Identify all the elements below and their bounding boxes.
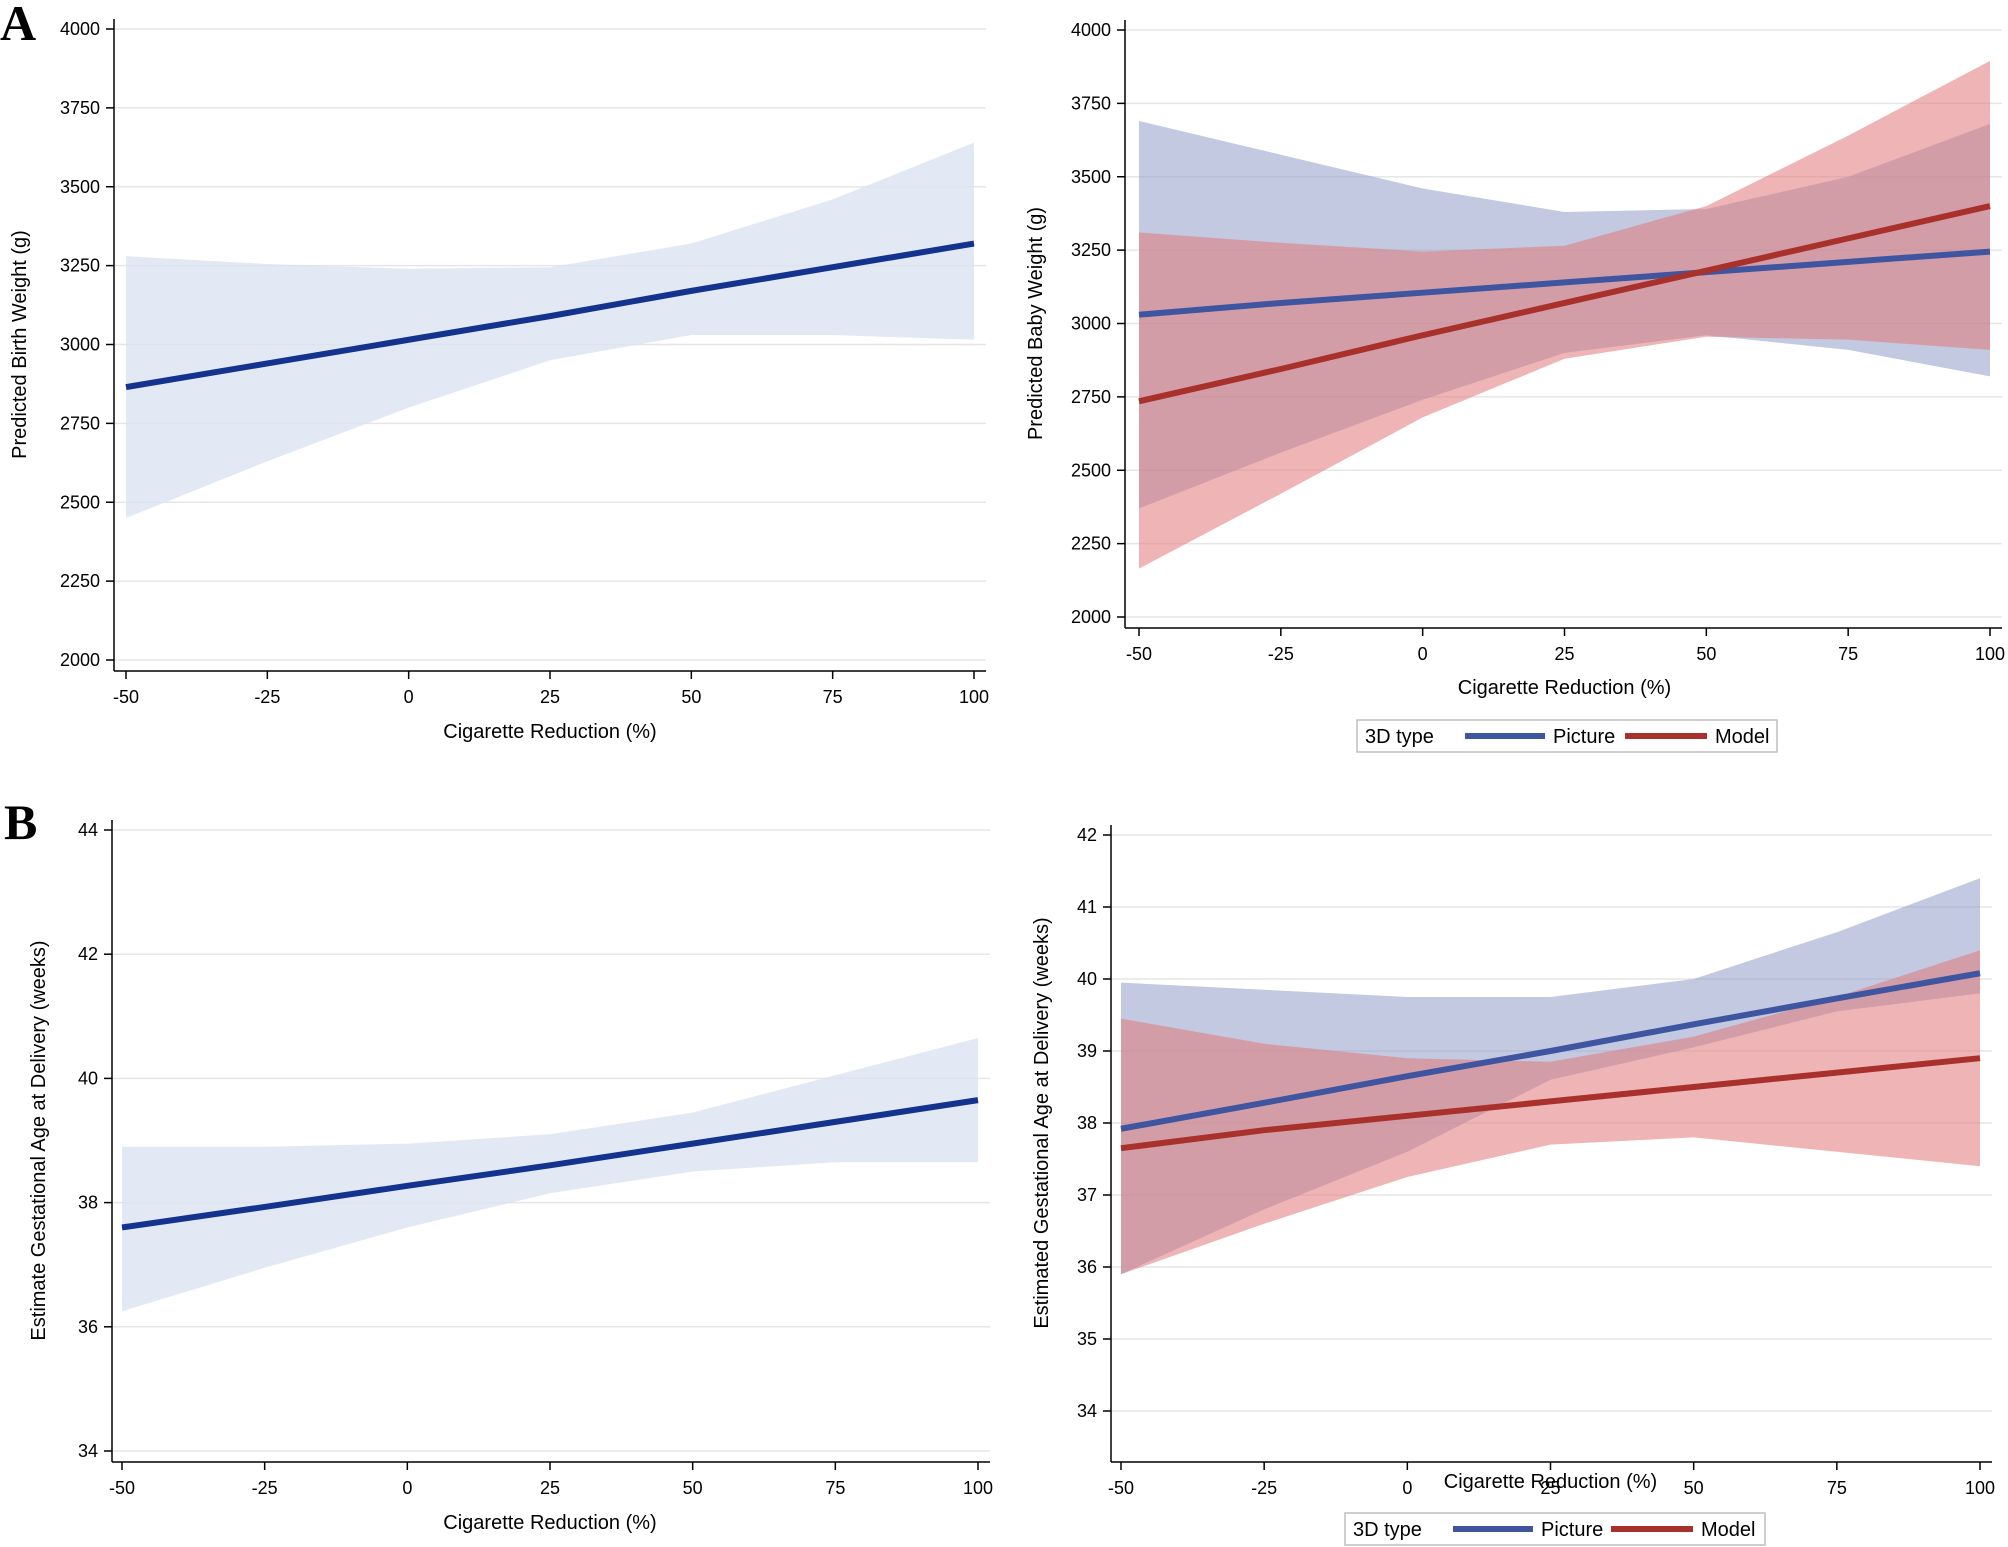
y-tick-label: 35	[1077, 1329, 1097, 1349]
y-tick-label: 40	[1077, 969, 1097, 989]
y-tick-label: 3250	[1071, 240, 1111, 260]
x-tick-label: 0	[1418, 644, 1428, 664]
x-tick-label: -50	[1126, 644, 1152, 664]
y-tick-label: 42	[1077, 825, 1097, 845]
y-tick-label: 2750	[1071, 387, 1111, 407]
legend-picture-label: Picture	[1541, 1519, 1603, 1541]
confidence-band-predicted	[126, 142, 974, 519]
y-tick-label: 3000	[1071, 314, 1111, 334]
y-tick-label: 2750	[60, 413, 100, 433]
y-axis-label: Estimate Gestational Age at Delivery (we…	[28, 940, 50, 1340]
x-tick-label: 75	[1838, 644, 1858, 664]
x-axis-label: Cigarette Reduction (%)	[443, 721, 656, 743]
x-axis-label: Cigarette Reduction (%)	[1458, 677, 1671, 699]
y-tick-label: 34	[78, 1441, 98, 1461]
series-line-picture	[1120, 970, 1981, 1132]
series-line-picture	[1138, 248, 1991, 318]
x-tick-label: 25	[540, 1478, 560, 1498]
y-axis-label: Predicted Birth Weight (g)	[9, 230, 31, 459]
x-tick-label: 0	[404, 687, 414, 707]
x-tick-label: 0	[1402, 1478, 1412, 1498]
y-tick-label: 37	[1077, 1185, 1097, 1205]
y-tick-label: 2000	[60, 650, 100, 670]
y-tick-label: 4000	[60, 19, 100, 39]
x-tick-label: 75	[823, 687, 843, 707]
y-tick-label: 41	[1077, 897, 1097, 917]
y-tick-label: 3500	[1071, 167, 1111, 187]
series-line-model	[1138, 203, 1991, 405]
x-tick-label: 100	[1965, 1478, 1995, 1498]
x-tick-label: -50	[109, 1478, 135, 1498]
series-line-model	[1120, 1055, 1981, 1152]
y-tick-label: 38	[1077, 1113, 1097, 1133]
legend-panel-b: 3D type Picture Model	[1344, 1512, 1766, 1546]
x-tick-label: 25	[1540, 1478, 1560, 1498]
y-tick-label: 39	[1077, 1041, 1097, 1061]
y-tick-label: 2500	[1071, 460, 1111, 480]
y-tick-label: 3250	[60, 256, 100, 276]
x-tick-label: 50	[1696, 644, 1716, 664]
y-tick-label: 2250	[1071, 534, 1111, 554]
y-tick-label: 36	[78, 1317, 98, 1337]
y-tick-label: 3750	[1071, 93, 1111, 113]
series-line-predicted	[125, 240, 975, 391]
x-tick-label: 50	[683, 1478, 703, 1498]
confidence-band-model	[1139, 60, 1990, 569]
chart-gestational-age: 34 36 38 40 42 44 -50 -25 0 25 50 75 100 Cigarette Re…	[28, 820, 993, 1534]
legend-model-label: Model	[1715, 726, 1769, 748]
x-tick-label: 0	[402, 1478, 412, 1498]
x-axis-label: Cigarette Reduction (%)	[1444, 1471, 1657, 1493]
legend-title: 3D type	[1365, 726, 1434, 748]
y-tick-label: 42	[78, 944, 98, 964]
x-tick-label: 75	[825, 1478, 845, 1498]
x-tick-label: 75	[1827, 1478, 1847, 1498]
x-tick-label: -50	[1108, 1478, 1134, 1498]
x-axis-label: Cigarette Reduction (%)	[443, 1512, 656, 1534]
y-tick-label: 3500	[60, 177, 100, 197]
legend-picture-label: Picture	[1553, 726, 1615, 748]
y-axis-label: Predicted Baby Weight (g)	[1025, 207, 1047, 440]
x-tick-label: -25	[254, 687, 280, 707]
y-tick-label: 36	[1077, 1257, 1097, 1277]
x-tick-label: 25	[540, 687, 560, 707]
y-tick-label: 2250	[60, 571, 100, 591]
x-tick-label: -25	[252, 1478, 278, 1498]
x-tick-label: 50	[1684, 1478, 1704, 1498]
x-tick-label: -50	[113, 687, 139, 707]
y-tick-label: 3000	[60, 335, 100, 355]
legend-title: 3D type	[1353, 1519, 1422, 1541]
x-tick-label: -25	[1268, 644, 1294, 664]
panel-letter-b: B	[4, 794, 37, 850]
confidence-band-model	[1121, 950, 1980, 1275]
y-tick-label: 44	[78, 820, 98, 840]
y-tick-label: 40	[78, 1068, 98, 1088]
chart-gestational-age-by-3d-type: 34 35 36 37 38 39 40 41 42 -50 -25 0 25 50 75 100 Cigare…	[1031, 825, 1995, 1498]
x-tick-label: 25	[1554, 644, 1574, 664]
x-tick-label: 100	[959, 687, 989, 707]
x-tick-label: 100	[963, 1478, 993, 1498]
y-tick-label: 3750	[60, 98, 100, 118]
legend-panel-a: 3D type Picture Model	[1356, 719, 1778, 753]
y-tick-label: 2500	[60, 492, 100, 512]
series-line-estimate	[121, 1097, 979, 1231]
x-tick-label: -25	[1251, 1478, 1277, 1498]
chart-baby-weight-by-3d-type: 2000 2250 2500 2750 3000 3250 3500 3750 4000 -50 -…	[1025, 20, 2005, 699]
chart-birth-weight: 2000 2250 2500 2750 3000 3250 3500 3750 4000 -50 -…	[9, 19, 989, 743]
confidence-band-estimate	[122, 1038, 978, 1312]
y-tick-label: 38	[78, 1193, 98, 1213]
y-tick-label: 4000	[1071, 20, 1111, 40]
x-tick-label: 50	[681, 687, 701, 707]
y-axis-label: Estimated Gestational Age at Delivery (w…	[1031, 917, 1053, 1328]
y-tick-label: 34	[1077, 1401, 1097, 1421]
legend-box	[1344, 1512, 1766, 1546]
x-tick-label: 100	[1975, 644, 2005, 664]
panel-letter-a: A	[0, 0, 36, 51]
y-tick-label: 2000	[1071, 607, 1111, 627]
legend-model-label: Model	[1701, 1519, 1755, 1541]
